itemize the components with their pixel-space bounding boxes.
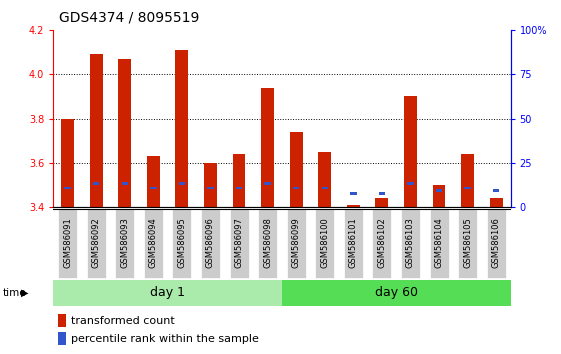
Text: day 1: day 1 xyxy=(150,286,185,299)
FancyBboxPatch shape xyxy=(401,209,420,278)
Text: GDS4374 / 8095519: GDS4374 / 8095519 xyxy=(59,11,199,25)
Bar xyxy=(321,187,328,189)
FancyBboxPatch shape xyxy=(229,209,249,278)
Bar xyxy=(118,59,131,207)
Bar xyxy=(176,50,188,207)
FancyBboxPatch shape xyxy=(115,209,134,278)
Text: ▶: ▶ xyxy=(21,288,29,298)
FancyBboxPatch shape xyxy=(344,209,363,278)
Bar xyxy=(490,198,503,207)
Text: GSM586093: GSM586093 xyxy=(120,217,129,268)
Text: GSM586099: GSM586099 xyxy=(292,217,301,268)
Text: GSM586095: GSM586095 xyxy=(177,217,186,268)
Text: GSM586097: GSM586097 xyxy=(234,217,243,268)
Bar xyxy=(461,154,474,207)
Text: GSM586103: GSM586103 xyxy=(406,217,415,268)
Bar xyxy=(264,182,271,185)
Text: day 60: day 60 xyxy=(375,286,418,299)
Bar xyxy=(407,182,413,185)
FancyBboxPatch shape xyxy=(258,209,277,278)
Bar xyxy=(379,192,385,195)
FancyBboxPatch shape xyxy=(315,209,334,278)
FancyBboxPatch shape xyxy=(172,209,191,278)
Bar xyxy=(404,97,417,207)
FancyBboxPatch shape xyxy=(86,209,105,278)
FancyBboxPatch shape xyxy=(487,209,505,278)
Bar xyxy=(318,152,331,207)
Bar xyxy=(65,187,71,189)
FancyBboxPatch shape xyxy=(373,209,392,278)
Bar xyxy=(433,185,445,207)
FancyBboxPatch shape xyxy=(287,209,306,278)
Bar xyxy=(261,88,274,207)
Text: GSM586102: GSM586102 xyxy=(378,217,387,268)
Bar xyxy=(178,182,185,185)
FancyBboxPatch shape xyxy=(458,209,477,278)
Bar xyxy=(53,280,282,306)
Bar xyxy=(236,187,242,189)
Bar xyxy=(58,314,66,327)
Text: GSM586091: GSM586091 xyxy=(63,217,72,268)
Bar xyxy=(58,332,66,345)
Bar xyxy=(61,119,74,207)
Text: GSM586105: GSM586105 xyxy=(463,217,472,268)
Text: percentile rank within the sample: percentile rank within the sample xyxy=(71,334,259,344)
Bar xyxy=(150,187,157,189)
Text: GSM586092: GSM586092 xyxy=(91,217,100,268)
Bar xyxy=(233,154,246,207)
Bar xyxy=(122,182,128,185)
Bar xyxy=(436,189,442,192)
Bar xyxy=(147,156,160,207)
Text: GSM586106: GSM586106 xyxy=(492,217,501,268)
Bar xyxy=(347,205,360,207)
Bar xyxy=(207,187,214,189)
Text: GSM586101: GSM586101 xyxy=(349,217,358,268)
Bar xyxy=(465,187,471,189)
FancyBboxPatch shape xyxy=(58,209,77,278)
Text: GSM586096: GSM586096 xyxy=(206,217,215,268)
Bar xyxy=(290,132,302,207)
Text: transformed count: transformed count xyxy=(71,316,174,326)
Text: GSM586098: GSM586098 xyxy=(263,217,272,268)
Bar xyxy=(204,163,217,207)
FancyBboxPatch shape xyxy=(201,209,220,278)
Text: time: time xyxy=(3,288,26,298)
Bar xyxy=(350,192,357,195)
Bar xyxy=(493,189,499,192)
Bar xyxy=(90,55,103,207)
Bar xyxy=(282,280,511,306)
Text: GSM586094: GSM586094 xyxy=(149,217,158,268)
FancyBboxPatch shape xyxy=(144,209,163,278)
Text: GSM586100: GSM586100 xyxy=(320,217,329,268)
Bar xyxy=(93,182,99,185)
Bar xyxy=(293,187,300,189)
Text: GSM586104: GSM586104 xyxy=(435,217,444,268)
FancyBboxPatch shape xyxy=(430,209,449,278)
Bar xyxy=(375,198,388,207)
